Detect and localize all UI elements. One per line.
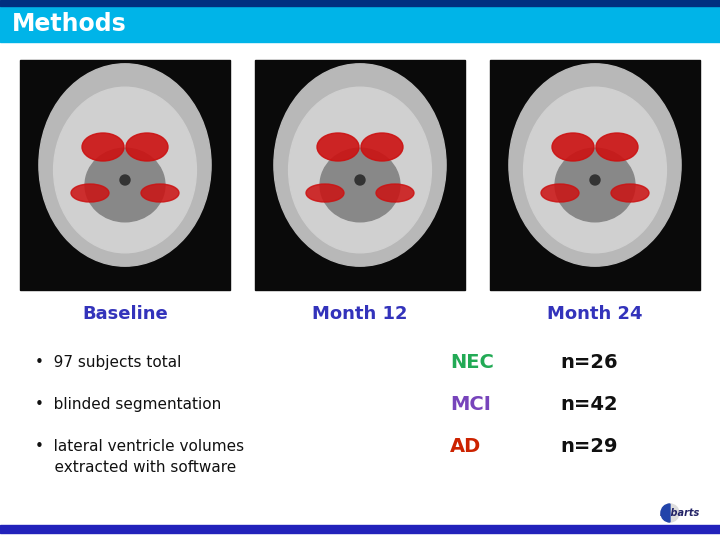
Text: NEC: NEC <box>450 353 494 372</box>
Ellipse shape <box>120 175 130 185</box>
Circle shape <box>661 504 679 522</box>
Ellipse shape <box>289 87 431 253</box>
Text: •  lateral ventricle volumes
    extracted with software: • lateral ventricle volumes extracted wi… <box>35 439 244 475</box>
Ellipse shape <box>53 87 197 253</box>
Wedge shape <box>661 504 670 522</box>
Ellipse shape <box>523 87 667 253</box>
Ellipse shape <box>555 148 635 222</box>
Ellipse shape <box>590 175 600 185</box>
Ellipse shape <box>355 175 365 185</box>
Ellipse shape <box>376 184 414 202</box>
Ellipse shape <box>361 133 403 161</box>
Text: robarts: robarts <box>660 508 700 518</box>
Ellipse shape <box>611 184 649 202</box>
Text: n=26: n=26 <box>560 353 618 372</box>
Text: Month 12: Month 12 <box>312 305 408 323</box>
Text: AD: AD <box>450 437 481 456</box>
Ellipse shape <box>71 184 109 202</box>
Bar <box>255 60 465 290</box>
Text: n=29: n=29 <box>560 437 618 456</box>
Bar <box>0 6 720 42</box>
Bar <box>0 42 720 525</box>
Ellipse shape <box>126 133 168 161</box>
Ellipse shape <box>85 148 165 222</box>
Ellipse shape <box>541 184 579 202</box>
Text: •  blinded segmentation: • blinded segmentation <box>35 397 221 412</box>
Ellipse shape <box>552 133 594 161</box>
Text: n=42: n=42 <box>560 395 618 414</box>
Ellipse shape <box>320 148 400 222</box>
Bar <box>0 0 720 6</box>
Text: Month 24: Month 24 <box>547 305 643 323</box>
Ellipse shape <box>39 64 211 266</box>
Text: Baseline: Baseline <box>82 305 168 323</box>
Text: Methods: Methods <box>12 12 127 36</box>
Ellipse shape <box>141 184 179 202</box>
Ellipse shape <box>509 64 681 266</box>
Text: •  97 subjects total: • 97 subjects total <box>35 355 181 370</box>
Ellipse shape <box>82 133 124 161</box>
Text: MCI: MCI <box>450 395 491 414</box>
Ellipse shape <box>596 133 638 161</box>
Ellipse shape <box>274 64 446 266</box>
Ellipse shape <box>317 133 359 161</box>
Bar <box>490 60 700 290</box>
Ellipse shape <box>306 184 344 202</box>
Bar <box>20 60 230 290</box>
Bar <box>0 525 720 533</box>
